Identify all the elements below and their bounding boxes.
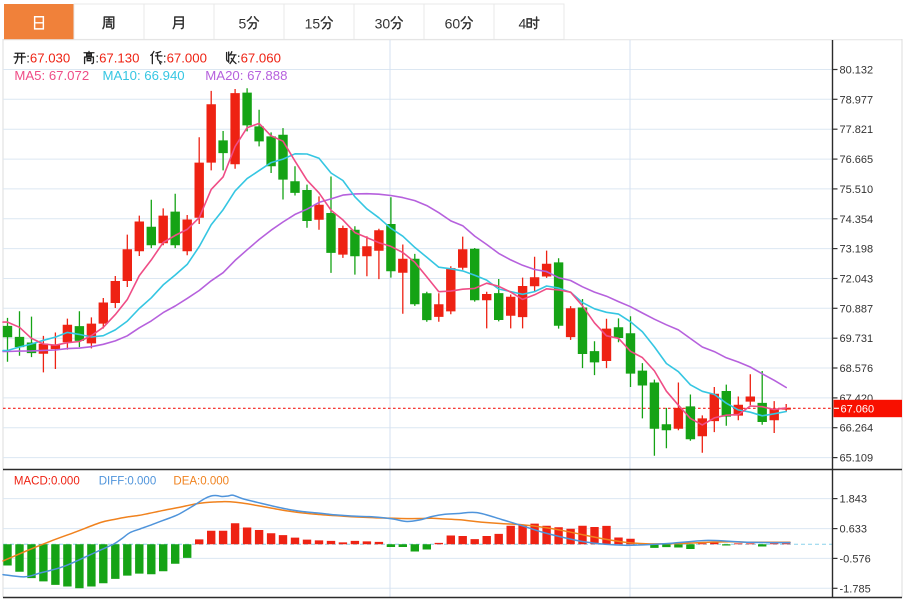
svg-text:68.576: 68.576	[840, 363, 874, 375]
svg-text:MA20: 67.888: MA20: 67.888	[205, 68, 287, 83]
svg-text:69.731: 69.731	[840, 333, 874, 345]
svg-text:65.109: 65.109	[840, 453, 874, 465]
svg-text:-0.576: -0.576	[840, 553, 871, 565]
svg-text:80.132: 80.132	[840, 65, 874, 77]
svg-text:77.821: 77.821	[840, 124, 874, 136]
svg-text:67.060: 67.060	[841, 403, 875, 415]
svg-text::67.060: :67.060	[237, 51, 281, 66]
svg-text:30: 30	[375, 15, 391, 31]
svg-text:78.977: 78.977	[840, 94, 874, 106]
svg-text:75.510: 75.510	[840, 184, 874, 196]
svg-text:72.043: 72.043	[840, 274, 874, 286]
svg-text:MA5: 67.072: MA5: 67.072	[14, 68, 89, 83]
svg-text::67.130: :67.130	[95, 51, 139, 66]
svg-text:15: 15	[305, 15, 321, 31]
svg-text:MACD:0.000: MACD:0.000	[14, 475, 80, 487]
svg-text:70.887: 70.887	[840, 303, 874, 315]
svg-text:5: 5	[239, 15, 247, 31]
svg-text:60: 60	[445, 15, 461, 31]
svg-text:MA10: 66.940: MA10: 66.940	[103, 68, 185, 83]
svg-text:1.843: 1.843	[840, 494, 868, 506]
svg-text:DEA:0.000: DEA:0.000	[173, 475, 229, 487]
svg-text:0.633: 0.633	[840, 524, 868, 536]
svg-text::67.000: :67.000	[163, 51, 207, 66]
svg-text:66.264: 66.264	[840, 423, 874, 435]
svg-text:73.198: 73.198	[840, 244, 874, 256]
svg-text::67.030: :67.030	[26, 51, 70, 66]
svg-text:4: 4	[519, 15, 527, 31]
svg-text:-1.785: -1.785	[840, 583, 871, 595]
svg-text:76.665: 76.665	[840, 154, 874, 166]
svg-text:74.354: 74.354	[840, 214, 874, 226]
svg-text:DIFF:0.000: DIFF:0.000	[99, 475, 157, 487]
